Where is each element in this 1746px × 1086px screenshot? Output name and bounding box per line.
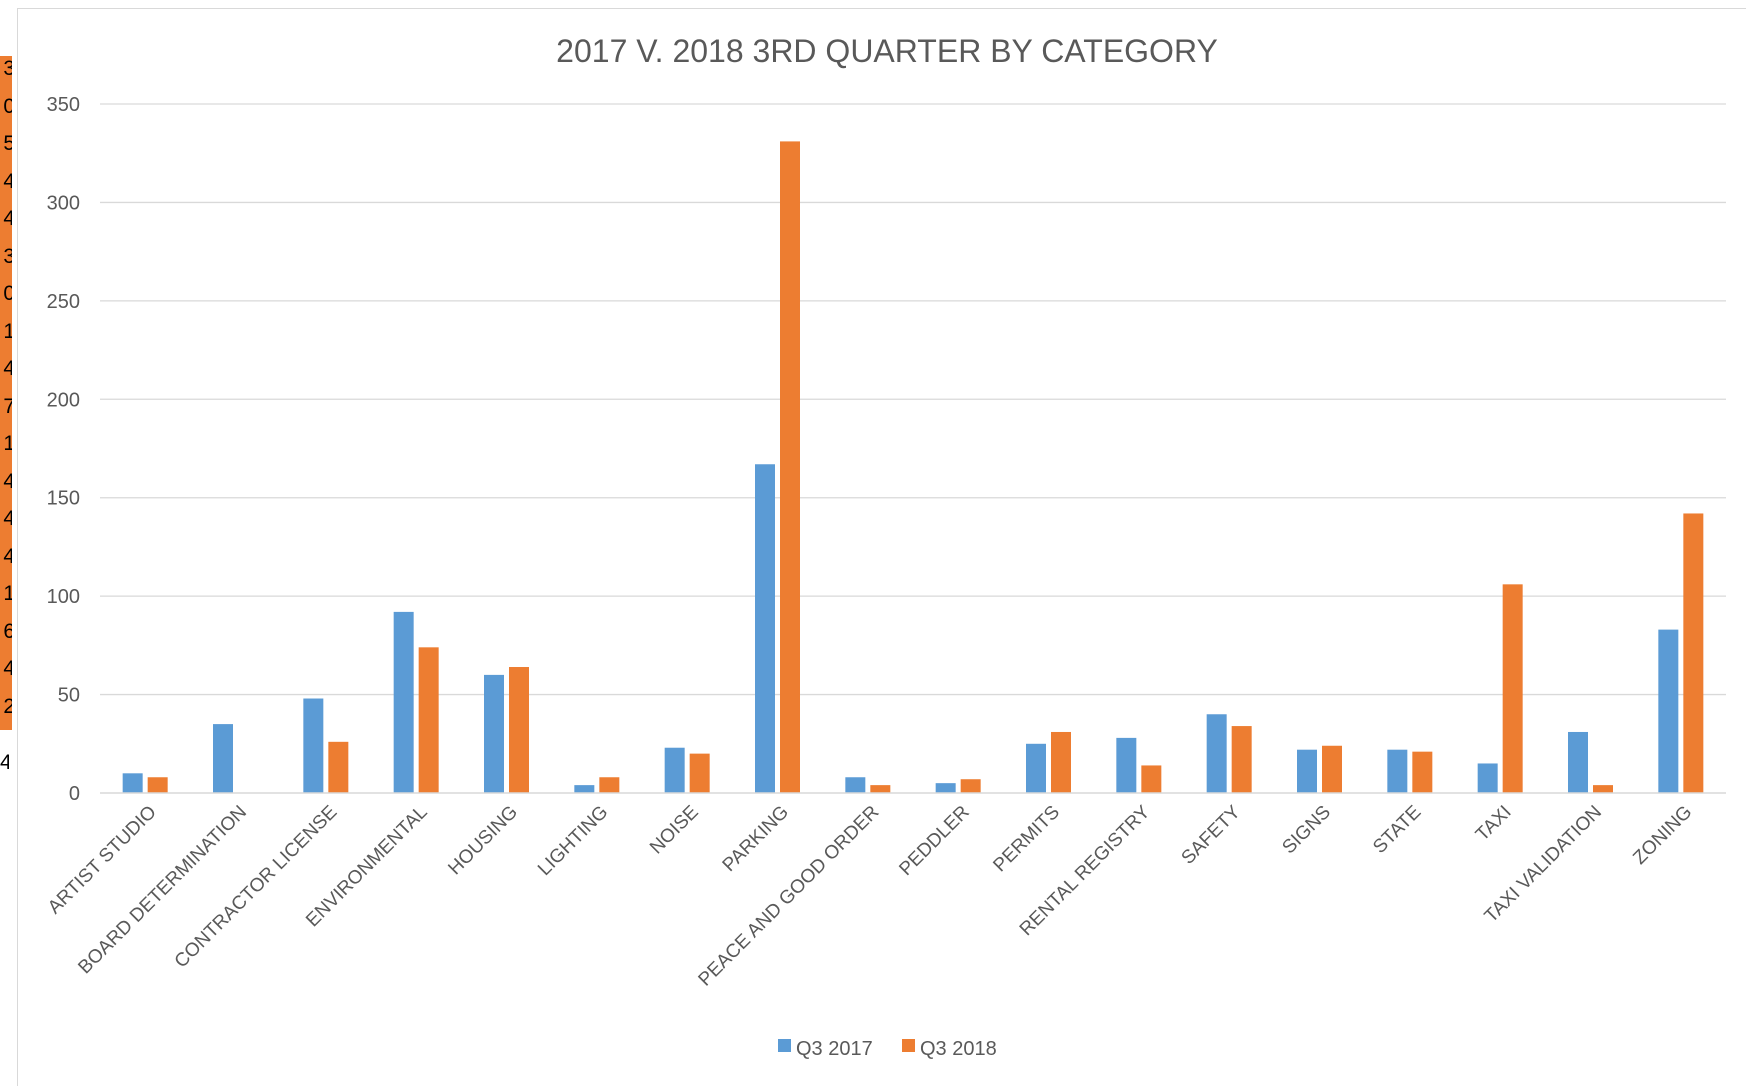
side-strip-digit: 0: [3, 94, 12, 118]
bar-q3-2018: [1502, 584, 1523, 793]
bar-q3-2017: [122, 773, 143, 793]
y-tick-label: 50: [58, 685, 80, 707]
x-tick-label: BOARD DETERMINATION: [74, 802, 251, 979]
bar-q3-2017: [1477, 763, 1498, 793]
x-tick-label: PARKING: [719, 802, 793, 876]
x-tick-label: CONTRACTOR LICENSE: [171, 802, 342, 973]
y-tick-label: 100: [47, 586, 80, 608]
bar-q3-2017: [1116, 737, 1137, 793]
chart-frame: [17, 8, 1746, 1086]
y-tick-label: 0: [69, 783, 80, 805]
y-tick-label: 200: [47, 389, 80, 411]
side-strip-digit: 3: [3, 244, 12, 268]
x-tick-label: TAXI: [1472, 802, 1516, 846]
bar-q3-2018: [328, 741, 349, 793]
x-tick-label: PERMITS: [989, 802, 1064, 877]
side-strip-digit: 2: [3, 694, 12, 718]
bar-q3-2018: [689, 753, 710, 793]
side-value-strip: 3 0 5 4 4 3 0 1 4 7 1 4 4 4 1 6 4 2: [0, 56, 12, 730]
bar-q3-2017: [1658, 629, 1679, 793]
side-strip-digit: 7: [3, 394, 12, 418]
bar-q3-2018: [780, 141, 800, 794]
side-strip-digit: 4: [3, 357, 12, 380]
bar-q3-2018: [1141, 765, 1162, 793]
side-strip-digit: 1: [3, 432, 12, 455]
x-tick-label: SIGNS: [1278, 802, 1335, 859]
bar-q3-2018: [599, 777, 620, 793]
x-tick-label: PEDDLER: [895, 802, 973, 880]
bar-q3-2017: [845, 777, 866, 793]
bar-q3-2017: [1206, 714, 1227, 793]
bar-q3-2018: [1683, 513, 1704, 793]
bar-q3-2018: [509, 667, 529, 793]
bar-q3-2017: [303, 698, 324, 793]
x-tick-label: SAFETY: [1178, 801, 1245, 868]
bar-q3-2018: [1412, 751, 1433, 793]
bar-q3-2018: [1322, 745, 1342, 793]
bars: [122, 141, 1704, 794]
side-strip-digit: 0: [3, 282, 12, 305]
bar-q3-2017: [393, 611, 414, 793]
x-tick-label: ZONING: [1629, 802, 1696, 869]
legend-swatch: [778, 1039, 791, 1052]
x-tick-label: STATE: [1369, 802, 1425, 858]
y-tick-label: 300: [47, 192, 80, 214]
bar-q3-2017: [755, 464, 775, 793]
chart-title: 2017 V. 2018 3RD QUARTER BY CATEGORY: [556, 33, 1218, 69]
bar-q3-2018: [1593, 785, 1613, 793]
legend-label: Q3 2018: [920, 1038, 997, 1060]
gridlines: [100, 103, 1726, 696]
bar-q3-2017: [1387, 749, 1408, 793]
side-strip-digit: 1: [3, 582, 12, 605]
bar-q3-2017: [213, 724, 233, 793]
y-tick-label: 150: [47, 488, 80, 510]
legend: Q3 2017 Q3 2018: [778, 1038, 997, 1060]
bar-q3-2017: [1568, 731, 1588, 793]
bar-q3-2017: [484, 674, 504, 793]
side-strip-digit: 4: [3, 544, 12, 568]
bar-q3-2018: [1231, 726, 1252, 793]
bar-q3-2018: [418, 647, 439, 793]
bar-q3-2017: [935, 783, 956, 793]
y-tick-label: 350: [47, 94, 80, 116]
side-strip-tail: 4: [0, 752, 9, 773]
side-strip-digit: 4: [3, 657, 12, 680]
side-strip-digit: 4: [3, 169, 12, 193]
side-strip-digit: 5: [3, 132, 12, 155]
legend-swatch: [902, 1039, 915, 1052]
x-tick-label: LIGHTING: [534, 802, 612, 880]
side-strip-digit: 4: [3, 469, 12, 493]
side-strip-digit: 4: [3, 507, 12, 530]
bar-q3-2017: [1297, 749, 1317, 793]
legend-label: Q3 2017: [796, 1038, 873, 1060]
x-tick-label: HOUSING: [444, 802, 522, 880]
bar-q3-2018: [1051, 731, 1071, 793]
side-strip-digit: 6: [3, 619, 12, 643]
bar-q3-2017: [664, 747, 685, 793]
side-strip-digit: 4: [3, 207, 12, 230]
y-axis-ticks: 0 50 100 150 200 250 300 350: [47, 94, 80, 805]
y-tick-label: 250: [47, 291, 80, 313]
bar-q3-2017: [1026, 743, 1046, 793]
side-strip-digit: 1: [3, 319, 12, 343]
side-strip-digit: 3: [3, 57, 12, 80]
x-tick-label: PEACE AND GOOD ORDER: [695, 802, 884, 991]
bar-q3-2018: [870, 785, 891, 793]
bar-q3-2017: [574, 785, 595, 793]
x-tick-label: NOISE: [646, 802, 703, 859]
bar-q3-2018: [960, 779, 981, 793]
bar-q3-2018: [147, 777, 168, 793]
